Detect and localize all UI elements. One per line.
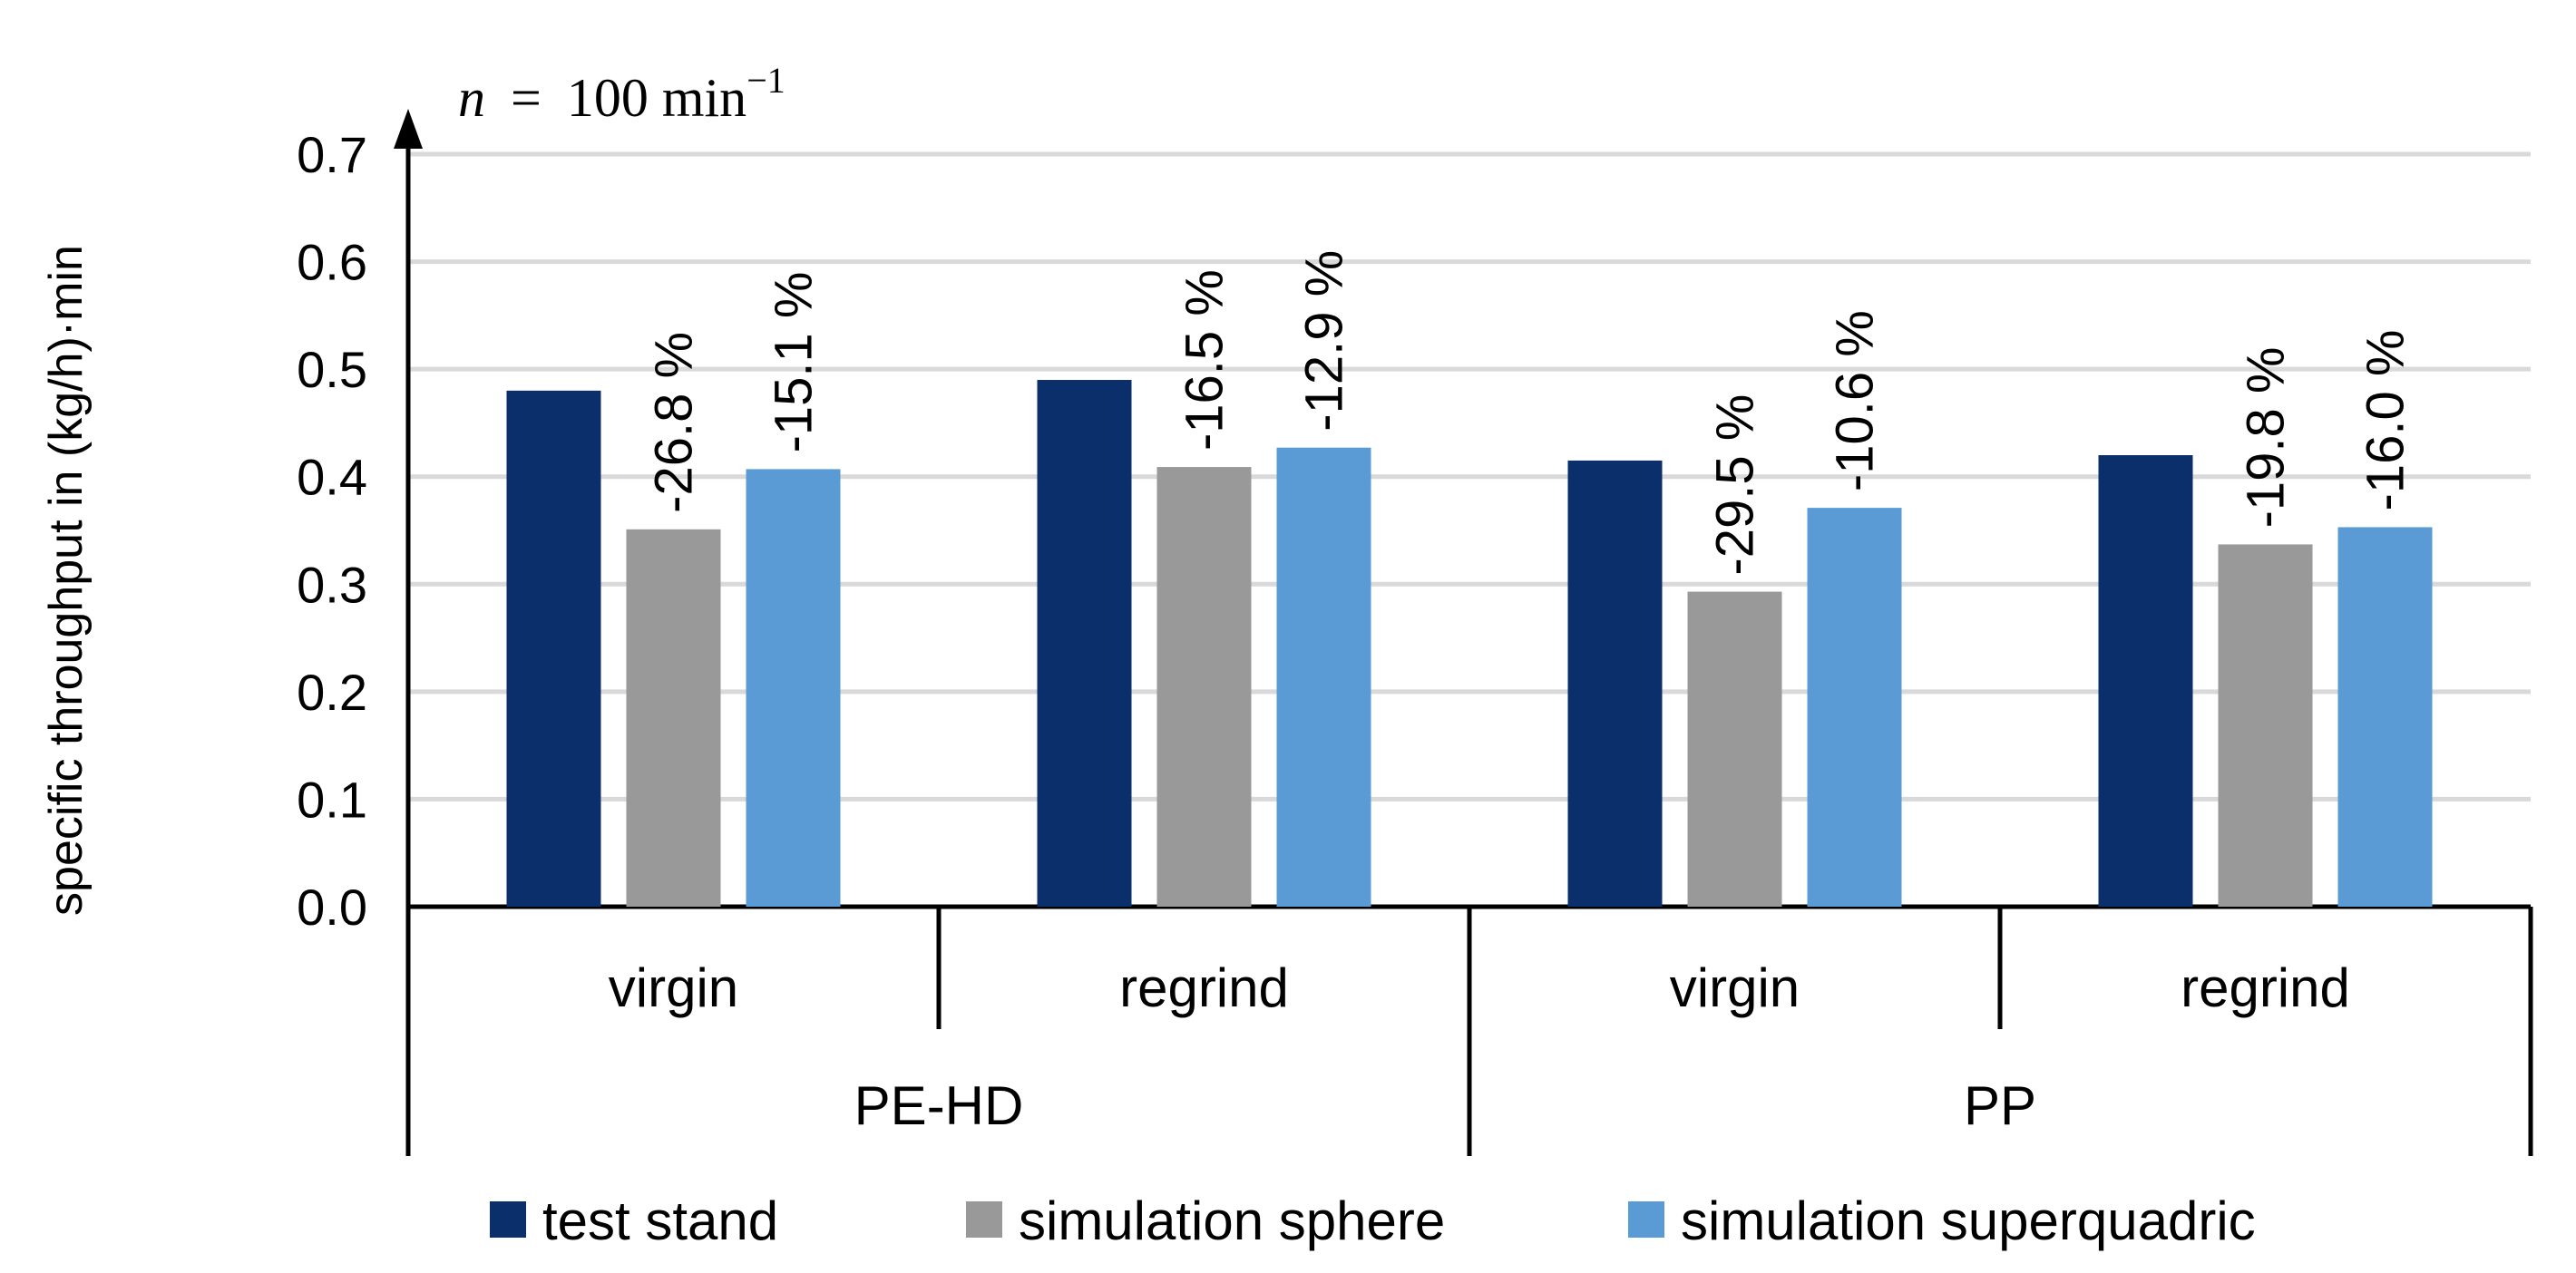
speed-annotation: n = 100 min−1 bbox=[458, 60, 785, 128]
legend-swatch bbox=[1628, 1201, 1664, 1238]
data-label: -26.8 % bbox=[645, 332, 704, 513]
bar-simulation-sphere-3 bbox=[1687, 591, 1782, 907]
y-tick-label: 0.7 bbox=[297, 126, 367, 183]
y-axis-arrow bbox=[394, 109, 423, 150]
legend-label: test stand bbox=[542, 1190, 778, 1251]
legend-swatch bbox=[966, 1201, 1002, 1238]
bar-test-stand-4 bbox=[2098, 455, 2193, 907]
legend-label: simulation superquadric bbox=[1681, 1190, 2256, 1251]
x-category-label: regrind bbox=[2181, 957, 2350, 1018]
bar-simulation-sphere-1 bbox=[626, 529, 721, 907]
y-tick-label: 0.2 bbox=[297, 664, 367, 721]
y-tick-label: 0.1 bbox=[297, 771, 367, 828]
bar-test-stand-2 bbox=[1037, 380, 1132, 908]
x-group-label: PE-HD bbox=[854, 1075, 1024, 1136]
data-label: -10.6 % bbox=[1826, 310, 1885, 491]
bar-labels: -26.8 % -15.1 % -16.5 % -12.9 % -29.5 % -10.6… bbox=[645, 250, 2415, 576]
legend: test stand simulation sphere simulation su… bbox=[490, 1190, 2256, 1251]
bar-simulation-superquadric-3 bbox=[1807, 508, 1902, 907]
x-category-label: regrind bbox=[1119, 957, 1289, 1018]
x-category-label: virgin bbox=[1670, 957, 1800, 1018]
legend-swatch bbox=[490, 1201, 526, 1238]
y-tick-label: 0.3 bbox=[297, 556, 367, 613]
bar-simulation-sphere-4 bbox=[2218, 544, 2313, 907]
y-tick-label: 0.6 bbox=[297, 234, 367, 291]
gridlines bbox=[408, 151, 2531, 802]
data-label: -29.5 % bbox=[1706, 394, 1765, 576]
data-label: -16.0 % bbox=[2356, 330, 2415, 511]
category-axis: virgin regrind virgin regrind PE-HD PP bbox=[405, 907, 2533, 1156]
y-axis-label: specific throughput in (kg/h)·min bbox=[40, 245, 93, 916]
data-label: -12.9 % bbox=[1295, 250, 1354, 432]
y-tick-label: 0.4 bbox=[297, 449, 367, 506]
bar-test-stand-3 bbox=[1567, 460, 1663, 907]
data-label: -19.8 % bbox=[2237, 347, 2296, 529]
bar-simulation-superquadric-2 bbox=[1276, 447, 1371, 907]
data-label: -16.5 % bbox=[1176, 269, 1234, 451]
bars bbox=[506, 380, 2433, 908]
x-group-label: PP bbox=[1964, 1075, 2036, 1136]
bar-simulation-superquadric-1 bbox=[746, 469, 841, 907]
legend-label: simulation sphere bbox=[1019, 1190, 1445, 1251]
bar-test-stand-1 bbox=[506, 390, 601, 907]
bar-simulation-superquadric-4 bbox=[2337, 527, 2433, 907]
data-label: -15.1 % bbox=[765, 272, 824, 453]
y-tick-label: 0.5 bbox=[297, 341, 367, 398]
x-category-label: virgin bbox=[609, 957, 738, 1018]
y-tick-label: 0.0 bbox=[297, 879, 367, 936]
bar-simulation-sphere-2 bbox=[1156, 467, 1252, 907]
